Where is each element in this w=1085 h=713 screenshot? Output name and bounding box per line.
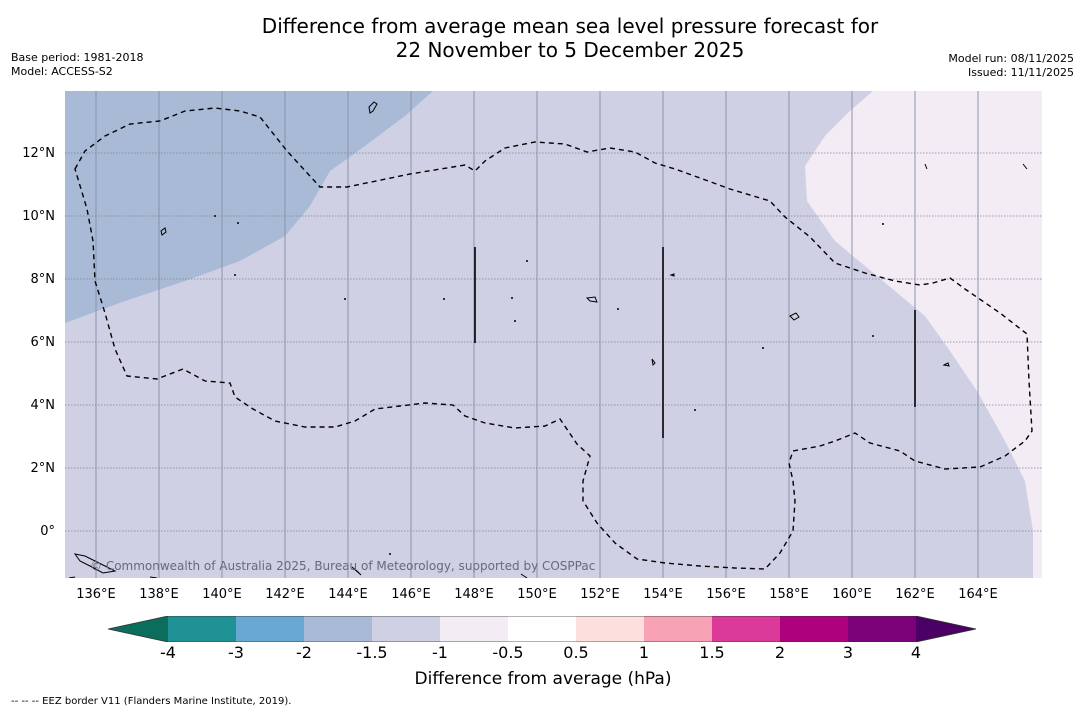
island bbox=[214, 215, 216, 217]
lon-label-156e: 156°E bbox=[706, 587, 746, 602]
region-west bbox=[65, 91, 433, 323]
map-panel bbox=[65, 91, 1042, 578]
colorbar-label: -1.5 bbox=[356, 643, 388, 662]
lat-label-0: 0° bbox=[40, 524, 55, 539]
island bbox=[694, 409, 696, 411]
colorbar-segments bbox=[168, 616, 916, 642]
meta-left: Base period: 1981-2018 Model: ACCESS-S2 bbox=[11, 51, 143, 79]
island bbox=[585, 296, 598, 303]
chart-title: Difference from average mean sea level p… bbox=[200, 14, 940, 62]
colorbar-label: 1 bbox=[638, 643, 650, 662]
lon-label-138e: 138°E bbox=[139, 587, 179, 602]
lon-label-152e: 152°E bbox=[580, 587, 620, 602]
island bbox=[368, 101, 378, 114]
island bbox=[68, 576, 158, 578]
island bbox=[344, 298, 346, 300]
colorbar-label: 2 bbox=[774, 643, 786, 662]
colorbar-segment bbox=[236, 616, 304, 642]
colorbar-segment bbox=[372, 616, 440, 642]
island bbox=[669, 273, 675, 277]
colorbar-title: Difference from average (hPa) bbox=[414, 669, 672, 689]
colorbar-segment bbox=[848, 616, 916, 642]
island bbox=[882, 223, 884, 225]
eez-footnote: -- -- -- EEZ border V11 (Flanders Marine… bbox=[11, 696, 292, 707]
island bbox=[514, 320, 516, 322]
colorbar-label: -3 bbox=[228, 643, 244, 662]
lat-label-2n: 2°N bbox=[30, 461, 56, 476]
lon-label-142e: 142°E bbox=[265, 587, 305, 602]
region-east bbox=[805, 91, 1042, 578]
colorbar-segment bbox=[712, 616, 780, 642]
colorbar-label: -4 bbox=[160, 643, 176, 662]
lon-label-154e: 154°E bbox=[643, 587, 683, 602]
lon-label-160e: 160°E bbox=[832, 587, 872, 602]
lat-label-4n: 4°N bbox=[30, 398, 56, 413]
colorbar-over-arrow bbox=[916, 616, 976, 642]
island bbox=[443, 298, 445, 300]
lat-label-12n: 12°N bbox=[22, 146, 55, 161]
island bbox=[389, 553, 391, 555]
island bbox=[762, 347, 764, 349]
island bbox=[351, 566, 362, 576]
colorbar bbox=[107, 615, 978, 643]
lon-label-146e: 146°E bbox=[391, 587, 431, 602]
island bbox=[520, 573, 528, 578]
island bbox=[789, 312, 800, 321]
map-svg bbox=[65, 91, 1042, 578]
eez-border bbox=[74, 107, 1033, 570]
island bbox=[237, 222, 239, 224]
colorbar-segment bbox=[168, 616, 236, 642]
lon-label-158e: 158°E bbox=[769, 587, 809, 602]
lon-label-144e: 144°E bbox=[328, 587, 368, 602]
lat-label-6n: 6°N bbox=[30, 335, 56, 350]
colorbar-label: 4 bbox=[910, 643, 922, 662]
colorbar-segment bbox=[780, 616, 848, 642]
meridian-lines bbox=[95, 91, 979, 578]
copyright-text: © Commonwealth of Australia 2025, Bureau… bbox=[90, 559, 596, 573]
parallel-lines bbox=[65, 152, 1042, 532]
colorbar-segment bbox=[508, 616, 576, 642]
meta-right: Model run: 08/11/2025 Issued: 11/11/2025 bbox=[948, 52, 1074, 80]
issued-text: Issued: 11/11/2025 bbox=[967, 66, 1074, 79]
lon-label-162e: 162°E bbox=[895, 587, 935, 602]
colorbar-label: -0.5 bbox=[492, 643, 524, 662]
colorbar-label: 0.5 bbox=[563, 643, 589, 662]
island-dots bbox=[214, 215, 884, 555]
colorbar-segment bbox=[440, 616, 508, 642]
colorbar-svg bbox=[107, 615, 977, 643]
colorbar-label: 3 bbox=[842, 643, 854, 662]
base-period-text: Base period: 1981-2018 bbox=[11, 51, 144, 64]
colorbar-under-arrow bbox=[108, 616, 168, 642]
colorbar-label: -1 bbox=[432, 643, 448, 662]
lon-label-164e: 164°E bbox=[958, 587, 998, 602]
colorbar-label: 1.5 bbox=[699, 643, 725, 662]
island bbox=[526, 260, 528, 262]
island bbox=[651, 358, 656, 367]
lon-label-150e: 150°E bbox=[517, 587, 557, 602]
title-line-2: 22 November to 5 December 2025 bbox=[395, 38, 745, 62]
lat-label-8n: 8°N bbox=[30, 272, 56, 287]
lon-label-140e: 140°E bbox=[202, 587, 242, 602]
island bbox=[511, 297, 513, 299]
vertical-markers bbox=[474, 247, 916, 438]
island bbox=[942, 362, 950, 367]
colorbar-segment bbox=[304, 616, 372, 642]
lon-label-136e: 136°E bbox=[76, 587, 116, 602]
island bbox=[924, 163, 1028, 170]
island bbox=[617, 308, 619, 310]
islands bbox=[68, 101, 1028, 578]
island bbox=[73, 553, 117, 574]
model-run-text: Model run: 08/11/2025 bbox=[948, 52, 1074, 65]
colorbar-label: -2 bbox=[296, 643, 312, 662]
lat-label-10n: 10°N bbox=[22, 209, 55, 224]
model-text: Model: ACCESS-S2 bbox=[11, 65, 113, 78]
lon-label-148e: 148°E bbox=[454, 587, 494, 602]
island bbox=[160, 227, 167, 236]
colorbar-segment bbox=[644, 616, 712, 642]
title-line-1: Difference from average mean sea level p… bbox=[261, 14, 879, 38]
island bbox=[872, 335, 874, 337]
colorbar-segment bbox=[576, 616, 644, 642]
island bbox=[234, 274, 236, 276]
